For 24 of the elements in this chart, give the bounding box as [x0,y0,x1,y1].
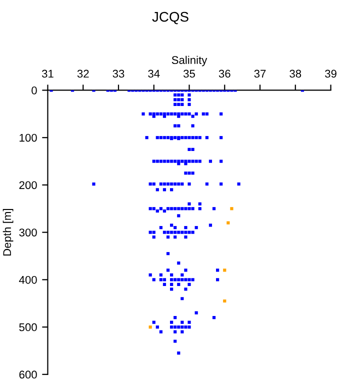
y-tick-label: 600 [19,370,37,379]
y-tick-label: 100 [20,134,37,142]
y-tick-label: 400 [19,276,37,284]
chart-title: JCQS [152,12,188,24]
x-tick-label: 34 [148,70,160,78]
x-tick-label: 38 [290,70,302,78]
x-tick-label: 39 [325,70,336,78]
point [148,325,152,329]
x-tick-label: 32 [77,70,89,78]
x-tick-label: 31 [42,70,54,78]
x-tick-label: 37 [254,70,266,78]
point [226,221,230,224]
point [223,268,226,272]
y-tick-label: 0 [32,86,37,94]
x-tick-label: 35 [184,70,195,78]
x-tick-label: 33 [112,70,124,78]
point [230,207,234,210]
x-tick-label: 36 [218,70,230,78]
y-tick-label: 200 [19,181,37,190]
x-axis-title: Salinity [172,56,208,66]
y-tick-label: 500 [19,323,37,332]
point [223,299,226,303]
y-axis-title: Depth [m] [2,209,14,256]
y-tick-label: 300 [19,228,37,236]
